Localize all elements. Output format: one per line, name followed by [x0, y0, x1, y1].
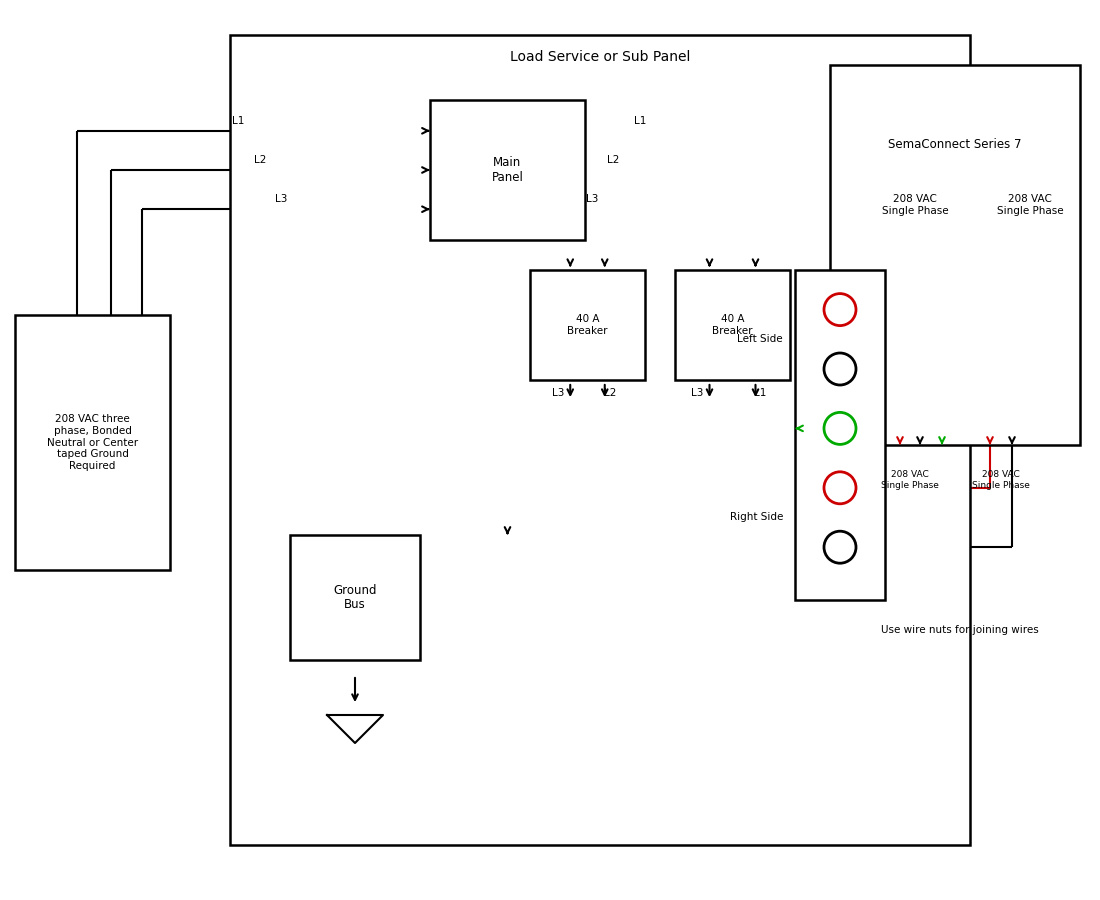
Text: Main
Panel: Main Panel: [492, 156, 524, 184]
Bar: [795, 270, 886, 600]
Text: L2: L2: [607, 155, 619, 165]
Text: L2: L2: [604, 388, 616, 398]
Text: Left Side: Left Side: [737, 334, 783, 345]
Text: L3: L3: [552, 388, 564, 398]
Text: L3: L3: [275, 194, 287, 204]
Bar: [15, 315, 170, 570]
Text: L3: L3: [586, 194, 598, 204]
Text: L2: L2: [254, 155, 266, 165]
Circle shape: [824, 353, 856, 385]
Text: Use wire nuts for joining wires: Use wire nuts for joining wires: [881, 625, 1038, 635]
Text: L3: L3: [691, 388, 704, 398]
Bar: [830, 65, 1080, 445]
Text: 40 A
Breaker: 40 A Breaker: [713, 314, 752, 336]
Circle shape: [824, 472, 856, 504]
Text: 40 A
Breaker: 40 A Breaker: [568, 314, 607, 336]
Text: 208 VAC
Single Phase: 208 VAC Single Phase: [882, 194, 948, 216]
Circle shape: [824, 531, 856, 563]
Bar: [290, 535, 420, 660]
Text: L1: L1: [232, 116, 244, 126]
Text: 208 VAC three
phase, Bonded
Neutral or Center
taped Ground
Required: 208 VAC three phase, Bonded Neutral or C…: [47, 414, 139, 471]
Circle shape: [824, 412, 856, 445]
Circle shape: [824, 293, 856, 326]
Text: 208 VAC
Single Phase: 208 VAC Single Phase: [972, 471, 1030, 490]
Bar: [230, 35, 970, 845]
Text: Load Service or Sub Panel: Load Service or Sub Panel: [509, 50, 690, 64]
Text: 208 VAC
Single Phase: 208 VAC Single Phase: [997, 194, 1064, 216]
Text: L1: L1: [755, 388, 767, 398]
Text: SemaConnect Series 7: SemaConnect Series 7: [889, 139, 1022, 151]
Text: Ground
Bus: Ground Bus: [333, 583, 376, 611]
Text: 208 VAC
Single Phase: 208 VAC Single Phase: [881, 471, 939, 490]
Text: L1: L1: [634, 116, 646, 126]
Bar: [430, 100, 585, 240]
Bar: [530, 270, 645, 380]
Bar: [675, 270, 790, 380]
Text: Right Side: Right Side: [729, 512, 783, 523]
